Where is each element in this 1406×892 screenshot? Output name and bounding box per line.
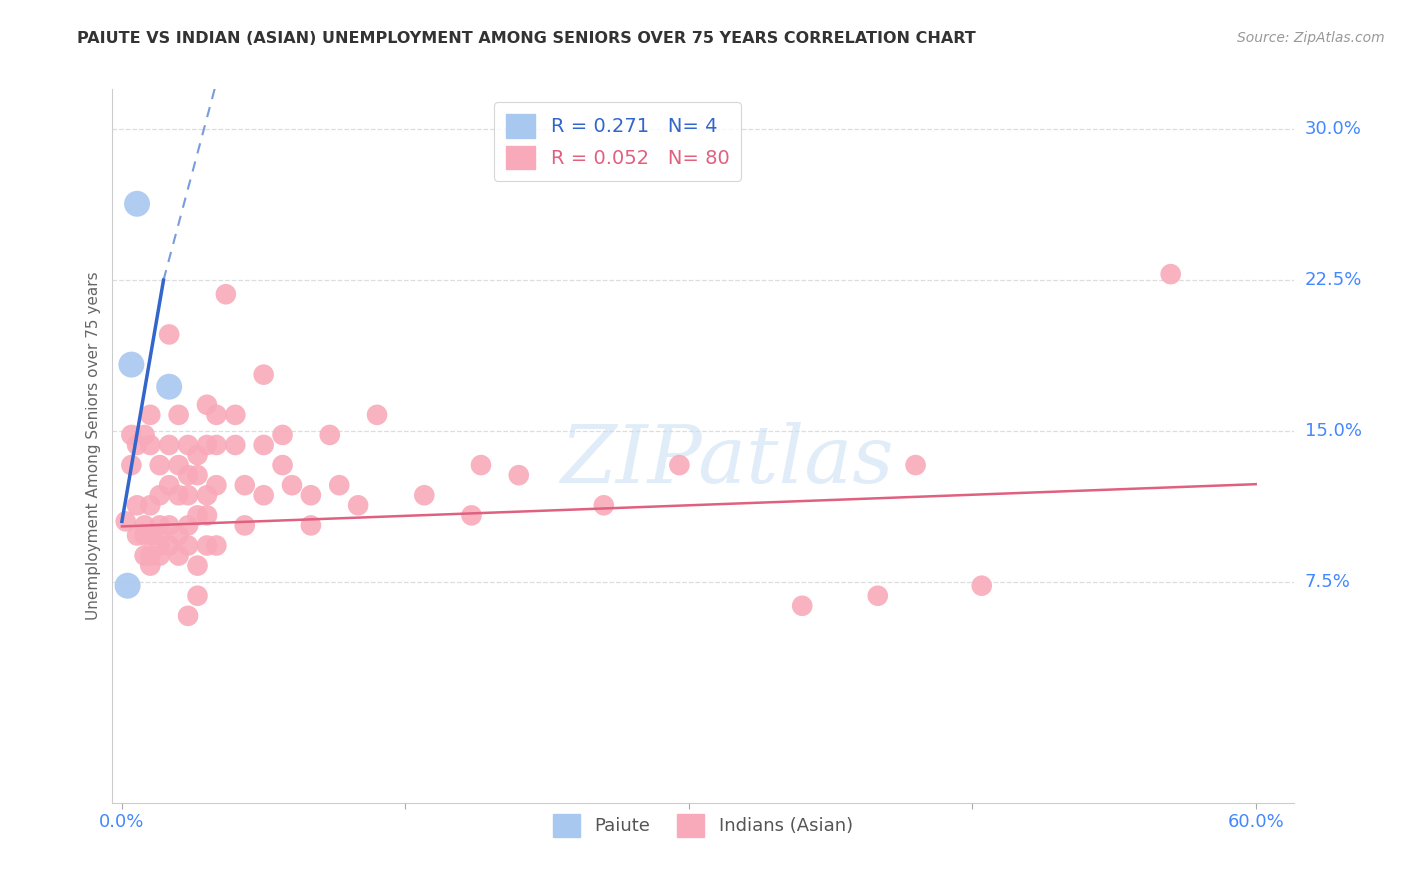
Point [167,408,190,422]
Point [117,579,139,593]
Point [233,478,256,492]
Point [592,498,614,512]
Point [195,508,218,523]
Point [186,589,208,603]
Point [195,488,218,502]
Point [253,438,276,452]
Point [125,438,148,452]
Point [134,549,156,563]
Text: 15.0%: 15.0% [1305,422,1361,440]
Text: 22.5%: 22.5% [1305,271,1362,289]
Text: Source: ZipAtlas.com: Source: ZipAtlas.com [1237,31,1385,45]
Point [195,398,218,412]
Point [120,358,142,372]
Point [120,428,142,442]
Point [157,380,180,394]
Point [139,438,162,452]
Point [177,518,200,533]
Point [215,287,238,301]
Point [125,528,148,542]
Point [792,599,814,613]
Point [271,458,294,472]
Point [205,539,228,553]
Point [177,488,200,502]
Point [1160,267,1182,281]
Point [177,608,200,623]
Point [205,408,228,422]
Point [470,458,492,472]
Point [186,468,208,483]
Point [508,468,530,483]
Point [139,408,162,422]
Point [125,196,148,211]
Point [177,539,200,553]
Point [157,327,180,342]
Point [233,518,256,533]
Point [224,438,246,452]
Text: 30.0%: 30.0% [1305,120,1361,138]
Point [319,428,342,442]
Point [149,488,172,502]
Point [224,408,246,422]
Text: PAIUTE VS INDIAN (ASIAN) UNEMPLOYMENT AMONG SENIORS OVER 75 YEARS CORRELATION CH: PAIUTE VS INDIAN (ASIAN) UNEMPLOYMENT AM… [77,31,976,46]
Point [149,539,172,553]
Point [139,558,162,573]
Point [167,549,190,563]
Point [299,518,322,533]
Point [167,488,190,502]
Point [195,539,218,553]
Point [205,438,228,452]
Point [149,528,172,542]
Point [157,518,180,533]
Point [167,528,190,542]
Point [186,558,208,573]
Point [460,508,482,523]
Point [157,539,180,553]
Point [413,488,436,502]
Point [186,508,208,523]
Point [205,478,228,492]
Point [866,589,889,603]
Point [139,528,162,542]
Point [157,438,180,452]
Point [120,458,142,472]
Point [139,549,162,563]
Point [347,498,370,512]
Point [366,408,388,422]
Point [134,518,156,533]
Point [904,458,927,472]
Point [125,498,148,512]
Point [299,488,322,502]
Point [253,368,276,382]
Point [157,478,180,492]
Point [149,518,172,533]
Point [186,448,208,462]
Point [253,488,276,502]
Point [167,458,190,472]
Legend: Paiute, Indians (Asian): Paiute, Indians (Asian) [546,807,860,844]
Text: ZIPatlas: ZIPatlas [560,422,893,499]
Y-axis label: Unemployment Among Seniors over 75 years: Unemployment Among Seniors over 75 years [86,272,101,620]
Point [149,458,172,472]
Point [281,478,304,492]
Point [177,468,200,483]
Point [970,579,993,593]
Point [328,478,350,492]
Point [195,438,218,452]
Point [139,498,162,512]
Point [271,428,294,442]
Point [149,549,172,563]
Point [114,515,136,529]
Point [134,528,156,542]
Point [177,438,200,452]
Point [134,428,156,442]
Point [668,458,690,472]
Text: 7.5%: 7.5% [1305,573,1351,591]
